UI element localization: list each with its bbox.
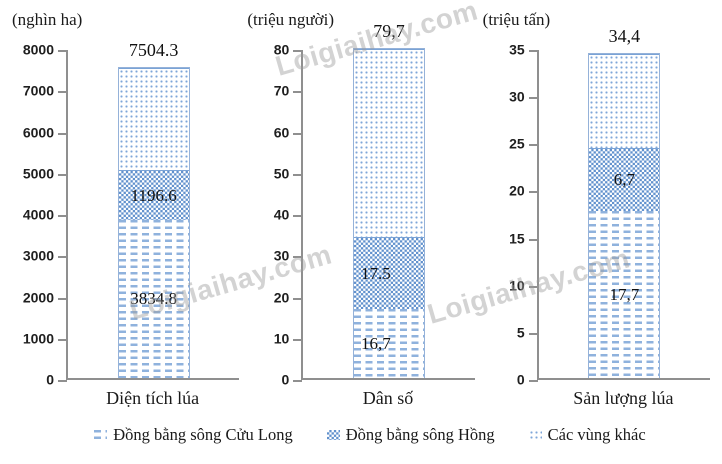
segment-value-label: 3834.8 [130,288,178,308]
y-axis-tick [293,215,303,217]
y-axis-tick-label: 15 [509,230,525,247]
y-axis-tick [58,215,67,217]
y-axis-tick [293,297,303,300]
y-axis-tick-label: 0 [46,371,54,388]
y-axis-tick [528,50,538,52]
y-axis-tick-label: 8000 [22,41,54,58]
legend-item-hong: Đồng bằng sông Hồng [326,425,495,445]
y-axis-tick [293,50,303,52]
y-axis-tick [293,91,303,94]
y-axis-tick [58,297,67,300]
y-axis-tick [528,238,538,241]
y-axis-tick [528,380,538,382]
total-value-label: 79,7 [373,21,405,42]
y-axis-tick-label: 60 [273,124,290,141]
y-axis-tick [58,91,67,94]
y-axis-tick [58,338,67,341]
y-axis-tick [293,338,303,341]
y-axis-tick-label: 30 [273,247,290,264]
category-label: Diện tích lúa [106,388,200,408]
axis-unit-label: (triệu tấn) [482,10,551,29]
axis-unit-label: (nghìn ha) [12,10,83,29]
total-value-label: 34,4 [608,25,641,46]
chart-dien-tich-lua: (nghìn ha) 3834.8 1196.6 7504.3 0 1000 2000… [10,8,245,409]
bar-segment-hong: 17.5 [353,236,424,310]
y-axis-tick-label: 1000 [22,330,54,347]
y-axis-tick-label: 3000 [22,247,54,264]
legend: Đồng bằng sông Cửu Long Đồng bằng sông H… [0,425,722,445]
plot-area: 16,7 17.5 79,7 0 10 20 30 40 50 60 70 80 [274,21,475,388]
legend-item-khac: Các vùng khác [528,425,646,445]
bar-segment-khac [589,53,660,148]
total-value-label: 7504.3 [128,40,179,61]
y-axis-tick [528,191,538,194]
y-axis-tick-label: 7000 [22,82,54,99]
y-axis-tick-label: 40 [273,206,290,223]
y-axis-tick [58,380,67,382]
segment-value-label: 17.5 [360,263,391,283]
bar-segment-hong: 1196.6 [118,170,189,220]
y-axis-tick [528,285,538,288]
bar-segment-khac [118,68,189,171]
y-axis-tick [58,256,67,259]
legend-label: Đồng bằng sông Hồng [345,425,495,444]
y-axis-tick [293,132,303,135]
y-axis-tick-label: 80 [273,41,290,58]
y-axis-tick-label: 5 [516,324,525,341]
y-axis-tick [58,173,67,176]
y-axis-tick-label: 10 [273,330,290,347]
segment-value-label: 17,7 [609,284,640,304]
legend-item-cuu-long: Đồng bằng sông Cửu Long [94,425,293,445]
y-axis-tick-label: 10 [509,277,525,294]
category-label: Dân số [362,388,414,408]
y-axis-tick-label: 4000 [22,206,54,223]
axis-unit-label: (triệu người) [247,10,334,29]
legend-label: Đồng bằng sông Cửu Long [113,425,293,444]
plot-area: 17,7 6,7 34,4 0 5 10 15 20 25 30 35 [509,26,710,388]
y-axis-tick-label: 20 [509,183,525,200]
legend-label: Các vùng khác [547,425,646,444]
stacked-bar: 17,7 6,7 [588,52,661,378]
legend-swatch-checker-icon [326,430,340,440]
legend-swatch-dash-icon [94,430,108,440]
segment-value-label: 6,7 [613,170,635,190]
y-axis-tick [528,332,538,335]
y-axis-tick [58,50,67,52]
bar-segment-cuu-long: 3834.8 [118,219,189,378]
charts-row: (nghìn ha) 3834.8 1196.6 7504.3 0 1000 2000… [10,8,716,409]
y-axis-tick-label: 35 [509,41,525,58]
y-axis-tick-label: 5000 [22,165,54,182]
y-axis-tick-label: 20 [273,289,290,306]
chart-dan-so: (triệu người) 16,7 17.5 79,7 0 10 20 30 40 50 6… [245,8,480,409]
y-axis-tick [528,97,538,100]
y-axis-tick-label: 70 [273,82,290,99]
bar-segment-cuu-long: 17,7 [589,211,660,378]
stacked-bar: 16,7 17.5 [352,48,425,378]
plot-area: 3834.8 1196.6 7504.3 0 1000 2000 3000 4000 500… [23,40,240,388]
y-axis-tick-label: 6000 [22,124,54,141]
segment-value-label: 16,7 [360,333,391,353]
y-axis-tick [293,256,303,259]
category-label: Sản lượng lúa [573,388,674,408]
bar-segment-hong: 6,7 [589,147,660,212]
y-axis-tick [528,144,538,147]
y-axis-tick-label: 2000 [22,289,54,306]
y-axis-tick-label: 50 [273,165,290,182]
chart-san-luong-lua: (triệu tấn) 17,7 6,7 34,4 0 5 10 15 20 25 30 35 … [481,8,716,409]
y-axis-tick [58,132,67,135]
segment-value-label: 1196.6 [130,185,177,205]
stacked-bar: 3834.8 1196.6 [117,67,190,378]
y-axis-tick-label: 30 [509,88,525,105]
y-axis-tick [293,173,303,176]
bar-segment-khac [353,49,424,237]
bar-segment-cuu-long: 16,7 [353,309,424,378]
legend-swatch-dots-icon [528,430,542,440]
y-axis-tick-label: 25 [509,135,525,152]
y-axis-tick-label: 0 [516,371,525,388]
y-axis-tick-label: 0 [281,371,290,388]
y-axis-tick [293,380,303,382]
